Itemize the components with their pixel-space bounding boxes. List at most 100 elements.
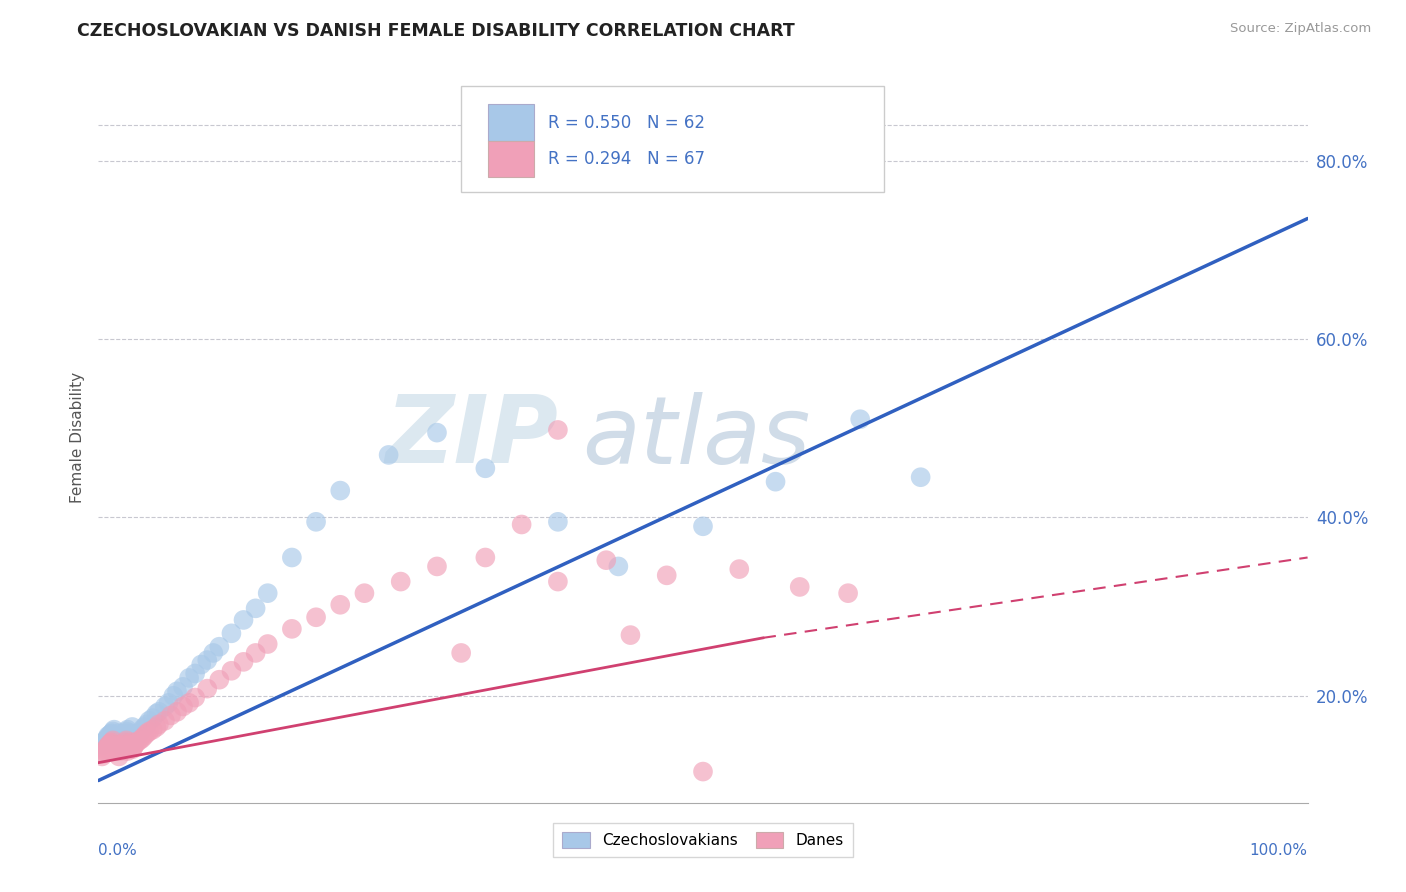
Point bbox=[135, 717, 157, 731]
Text: 0.0%: 0.0% bbox=[98, 843, 138, 858]
Point bbox=[377, 448, 399, 462]
Point bbox=[305, 515, 328, 529]
Point bbox=[837, 586, 859, 600]
Legend: Czechoslovakians, Danes: Czechoslovakians, Danes bbox=[553, 823, 853, 857]
Point bbox=[153, 714, 176, 728]
Point bbox=[281, 550, 304, 565]
Point bbox=[103, 723, 125, 737]
Point bbox=[692, 764, 714, 779]
Point bbox=[127, 735, 149, 749]
Point bbox=[97, 739, 120, 753]
Text: R = 0.550   N = 62: R = 0.550 N = 62 bbox=[548, 113, 706, 131]
Point bbox=[101, 733, 124, 747]
Point bbox=[179, 696, 201, 710]
Point bbox=[131, 731, 153, 746]
Point bbox=[166, 684, 188, 698]
Point bbox=[118, 740, 141, 755]
Point bbox=[121, 742, 143, 756]
Point bbox=[245, 601, 267, 615]
Point bbox=[100, 735, 122, 749]
Point bbox=[108, 738, 131, 752]
Point bbox=[135, 726, 157, 740]
Point bbox=[91, 749, 114, 764]
Point bbox=[96, 740, 118, 755]
Point bbox=[105, 731, 128, 746]
Point bbox=[93, 735, 115, 749]
Point bbox=[221, 626, 243, 640]
Point bbox=[118, 735, 141, 749]
Point bbox=[208, 640, 231, 654]
Point bbox=[110, 742, 132, 756]
Point bbox=[100, 736, 122, 750]
Point bbox=[104, 735, 127, 749]
Text: 100.0%: 100.0% bbox=[1250, 843, 1308, 858]
Point bbox=[595, 553, 617, 567]
Point bbox=[474, 550, 496, 565]
Point bbox=[94, 733, 117, 747]
FancyBboxPatch shape bbox=[488, 104, 534, 141]
Point bbox=[510, 517, 533, 532]
Point bbox=[103, 744, 125, 758]
Point bbox=[120, 735, 142, 749]
Point bbox=[426, 425, 449, 440]
Point bbox=[98, 729, 121, 743]
Point bbox=[111, 740, 134, 755]
Point bbox=[91, 738, 114, 752]
Point bbox=[110, 733, 132, 747]
Point bbox=[97, 729, 120, 743]
Point bbox=[157, 696, 180, 710]
Point bbox=[195, 653, 218, 667]
Text: ZIP: ZIP bbox=[385, 391, 558, 483]
Point bbox=[547, 574, 569, 589]
Point bbox=[202, 646, 225, 660]
Point bbox=[134, 720, 156, 734]
Point bbox=[450, 646, 472, 660]
Point bbox=[101, 724, 124, 739]
Point bbox=[329, 483, 352, 498]
Point bbox=[162, 689, 184, 703]
Point bbox=[184, 666, 207, 681]
Point bbox=[765, 475, 787, 489]
Point bbox=[148, 705, 170, 719]
Point bbox=[117, 723, 139, 737]
Point bbox=[221, 664, 243, 678]
Point bbox=[389, 574, 412, 589]
Point bbox=[232, 613, 254, 627]
Point bbox=[232, 655, 254, 669]
Point bbox=[142, 711, 165, 725]
Point bbox=[655, 568, 678, 582]
Point bbox=[426, 559, 449, 574]
Point bbox=[195, 681, 218, 696]
Point bbox=[145, 706, 167, 721]
Point bbox=[728, 562, 751, 576]
Point bbox=[138, 714, 160, 728]
Point bbox=[124, 738, 146, 752]
Point bbox=[108, 749, 131, 764]
FancyBboxPatch shape bbox=[488, 141, 534, 178]
Point bbox=[114, 726, 136, 740]
Text: CZECHOSLOVAKIAN VS DANISH FEMALE DISABILITY CORRELATION CHART: CZECHOSLOVAKIAN VS DANISH FEMALE DISABIL… bbox=[77, 22, 794, 40]
Point bbox=[789, 580, 811, 594]
Point bbox=[619, 628, 641, 642]
Point bbox=[100, 727, 122, 741]
Point bbox=[145, 720, 167, 734]
Point bbox=[547, 515, 569, 529]
Point bbox=[128, 726, 150, 740]
Point bbox=[281, 622, 304, 636]
Point bbox=[128, 733, 150, 747]
Point bbox=[184, 690, 207, 705]
Point bbox=[692, 519, 714, 533]
Point bbox=[190, 657, 212, 672]
Y-axis label: Female Disability: Female Disability bbox=[69, 371, 84, 503]
Point bbox=[148, 717, 170, 731]
Point bbox=[91, 747, 114, 761]
Point bbox=[607, 559, 630, 574]
Point bbox=[353, 586, 375, 600]
Point bbox=[117, 744, 139, 758]
Point bbox=[108, 744, 131, 758]
Point bbox=[124, 733, 146, 747]
Point bbox=[172, 699, 194, 714]
Point bbox=[134, 729, 156, 743]
Text: atlas: atlas bbox=[582, 392, 810, 483]
Point bbox=[256, 637, 278, 651]
